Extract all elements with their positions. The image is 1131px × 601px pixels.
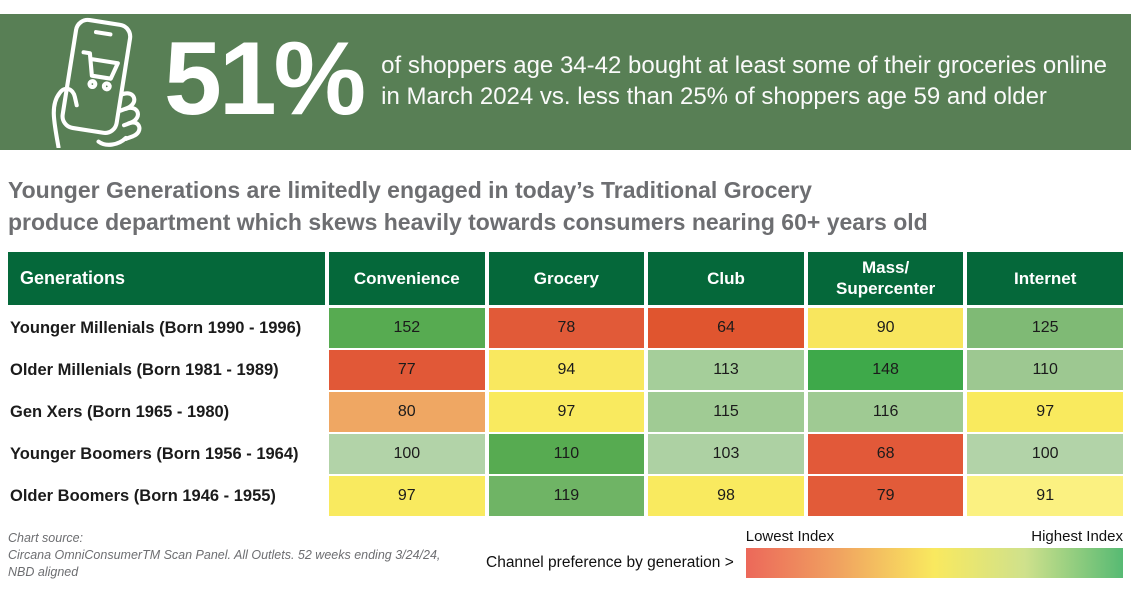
hero-description-line2: in March 2024 vs. less than 25% of shopp… xyxy=(381,83,1047,110)
row-label: Older Boomers (Born 1946 - 1955) xyxy=(8,476,325,517)
column-header-grocery: Grocery xyxy=(488,252,645,306)
heatmap-cell: 97 xyxy=(967,392,1123,433)
column-header-club: Club xyxy=(648,252,804,306)
hand-holding-phone-shopping-cart-icon xyxy=(34,16,154,150)
heatmap-cell: 110 xyxy=(967,350,1123,391)
heatmap-cell: 110 xyxy=(488,434,645,475)
heatmap-cell: 115 xyxy=(648,392,804,433)
headline-line2: produce department which skews heavily t… xyxy=(8,209,928,236)
heatmap-cell: 91 xyxy=(967,476,1123,517)
row-label: Younger Boomers (Born 1956 - 1964) xyxy=(8,434,325,475)
hero-banner: 51% of shoppers age 34-42 bought at leas… xyxy=(0,14,1131,150)
heatmap-cell: 94 xyxy=(488,350,645,391)
legend-labels: Lowest Index Highest Index xyxy=(746,528,1123,545)
heatmap-cell: 68 xyxy=(807,434,964,475)
chart-source-line2: NBD aligned xyxy=(8,565,79,580)
column-header-convenience: Convenience xyxy=(329,252,485,306)
heatmap-cell: 100 xyxy=(967,434,1123,475)
heatmap-cell: 116 xyxy=(807,392,964,433)
legend-caption: Channel preference by generation > xyxy=(486,554,734,572)
legend: Lowest Index Highest Index xyxy=(745,528,1123,581)
heatmap-cell: 80 xyxy=(329,392,485,433)
chart-source: Chart source: Circana OmniConsumerTM Sca… xyxy=(8,528,486,581)
hero-description: of shoppers age 34-42 bought at least so… xyxy=(381,51,1107,112)
heatmap-cell: 78 xyxy=(488,308,645,349)
headline-line1: Younger Generations are limitedly engage… xyxy=(8,177,812,203)
heatmap-cell: 98 xyxy=(648,476,804,517)
footer: Chart source: Circana OmniConsumerTM Sca… xyxy=(8,528,1123,581)
column-header-internet: Internet xyxy=(967,252,1123,306)
heatmap-cell: 125 xyxy=(967,308,1123,349)
row-label: Gen Xers (Born 1965 - 1980) xyxy=(8,392,325,433)
column-header-generations: Generations xyxy=(8,252,325,306)
heatmap-cell: 97 xyxy=(329,476,485,517)
heatmap-cell: 152 xyxy=(329,308,485,349)
legend-gradient-bar xyxy=(745,548,1123,579)
heatmap-cell: 79 xyxy=(807,476,964,517)
legend-low-label: Lowest Index xyxy=(745,528,835,546)
heatmap-cell: 100 xyxy=(329,434,485,475)
heatmap-cell: 103 xyxy=(648,434,804,475)
chart-source-line1: Circana OmniConsumerTM Scan Panel. All O… xyxy=(8,548,441,563)
infographic-page: 51% of shoppers age 34-42 bought at leas… xyxy=(0,14,1131,581)
row-label: Younger Millenials (Born 1990 - 1996) xyxy=(8,308,325,349)
legend-high-label: Highest Index xyxy=(1031,528,1123,546)
heatmap-cell: 113 xyxy=(648,350,804,391)
heatmap-cell: 90 xyxy=(807,308,964,349)
heatmap-cell: 148 xyxy=(807,350,964,391)
heatmap-table: Generations Convenience Grocery Club Mass/ S… xyxy=(8,252,1123,517)
heatmap-cell: 64 xyxy=(648,308,804,349)
hero-description-line1: of shoppers age 34-42 bought at least so… xyxy=(381,52,1107,80)
headline: Younger Generations are limitedly engage… xyxy=(8,174,1123,238)
heatmap-cell: 119 xyxy=(488,476,645,517)
heatmap-cell: 77 xyxy=(329,350,485,391)
column-header-mass-supercenter: Mass/ Supercenter xyxy=(807,252,964,306)
chart-source-label: Chart source: xyxy=(8,531,84,546)
row-label: Older Millenials (Born 1981 - 1989) xyxy=(8,350,325,391)
hero-percent: 51% xyxy=(164,21,366,137)
heatmap-cell: 97 xyxy=(488,392,645,433)
